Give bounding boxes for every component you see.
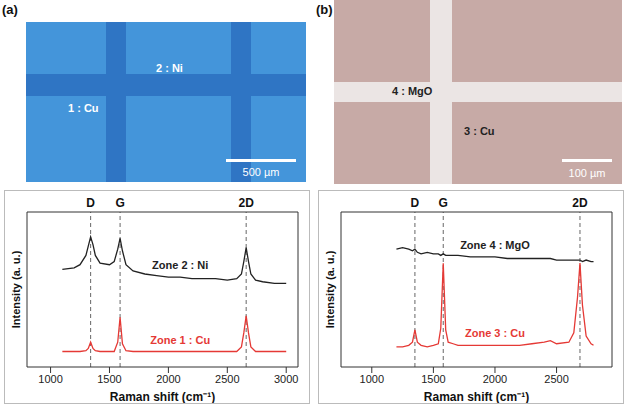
svg-text:2500: 2500 [544,373,568,385]
svg-text:Zone 4 : MgO: Zone 4 : MgO [460,239,530,251]
svg-text:Intensity (a. u.): Intensity (a. u.) [324,250,336,328]
svg-text:D: D [411,196,420,210]
html-text:(b): (b) [316,2,333,17]
svg-text:D: D [86,196,95,210]
svg-text:2D: 2D [572,196,588,210]
svg-text:Zone 2 : Ni: Zone 2 : Ni [152,259,208,271]
svg-text:Intensity (a. u.): Intensity (a. u.) [10,250,22,328]
svg-text:1000: 1000 [38,373,62,385]
svg-text:1500: 1500 [421,373,445,385]
svg-text:G: G [439,196,448,210]
html-text:4 : MgO: 4 : MgO [392,85,433,97]
html-text:2 : Ni: 2 : Ni [156,62,183,74]
svg-text:1500: 1500 [97,373,121,385]
svg-text:G: G [115,196,124,210]
svg-text:Raman shift (cm⁻¹): Raman shift (cm⁻¹) [110,390,215,403]
html-text:3 : Cu: 3 : Cu [464,125,495,137]
svg-text:1000: 1000 [360,373,384,385]
svg-text:Raman shift (cm⁻¹): Raman shift (cm⁻¹) [424,390,529,403]
svg-text:2000: 2000 [156,373,180,385]
svg-text:Zone 3 : Cu: Zone 3 : Cu [465,327,525,339]
html-text:1 : Cu: 1 : Cu [68,102,99,114]
svg-text:2000: 2000 [483,373,507,385]
html-text:500 µm: 500 µm [242,166,280,178]
svg-text:3000: 3000 [274,373,298,385]
svg-text:2500: 2500 [215,373,239,385]
html-text:(a): (a) [2,2,18,17]
html-text:100 µm: 100 µm [568,167,606,179]
svg-text:Zone 1 : Cu: Zone 1 : Cu [150,334,210,346]
svg-text:2D: 2D [238,196,254,210]
